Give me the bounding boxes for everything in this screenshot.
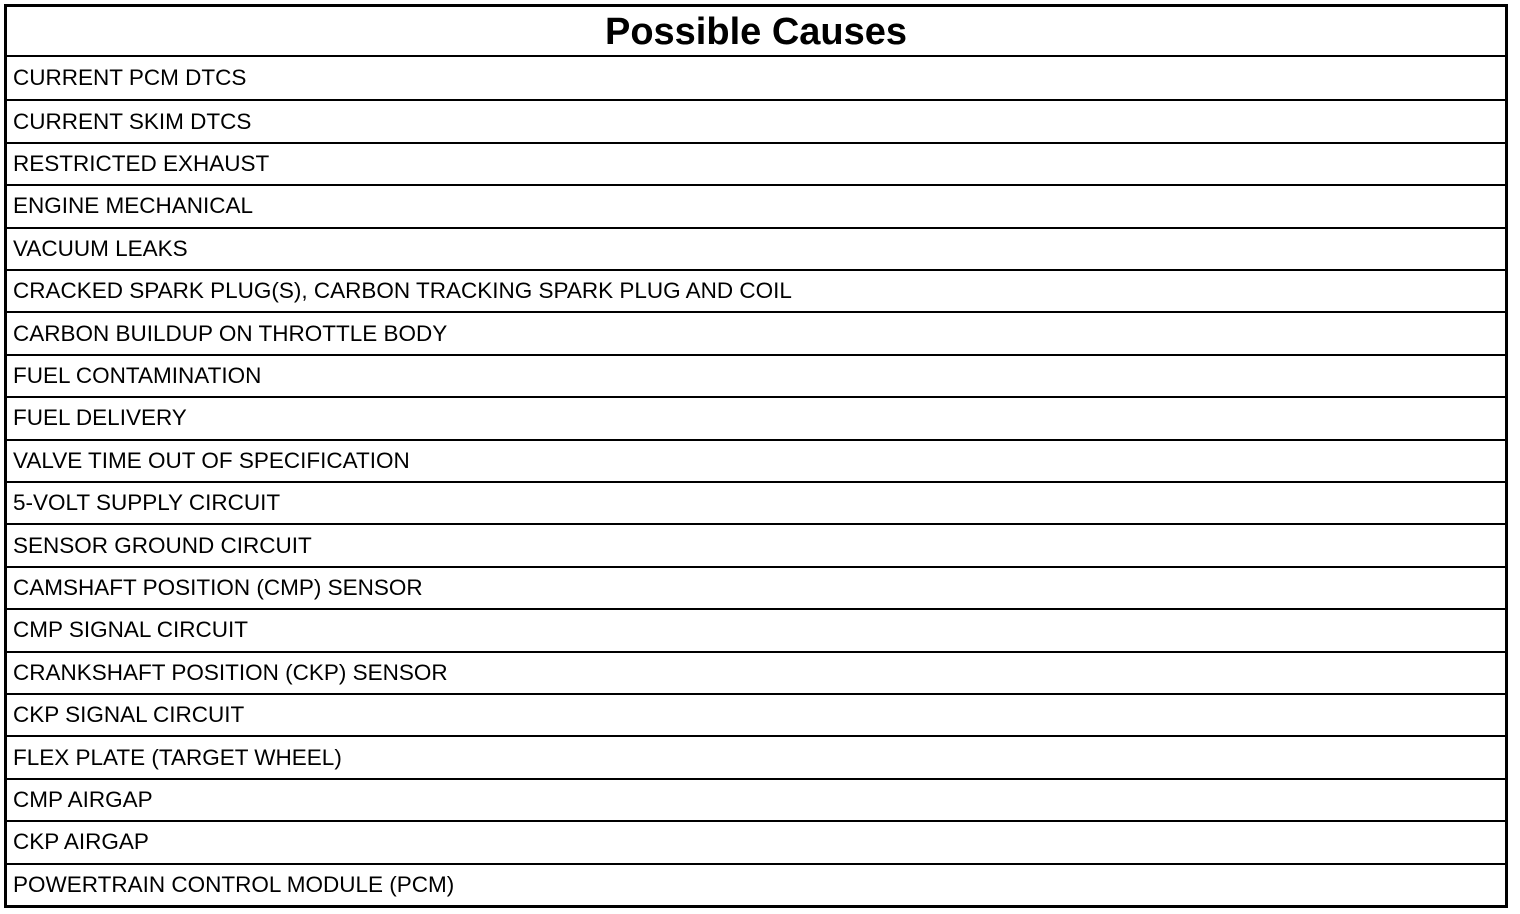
cause-text: FLEX PLATE (TARGET WHEEL) bbox=[13, 744, 342, 770]
table-body: CURRENT PCM DTCS CURRENT SKIM DTCS RESTRIC… bbox=[7, 57, 1505, 905]
cause-text: CAMSHAFT POSITION (CMP) SENSOR bbox=[13, 574, 423, 600]
cause-text: CURRENT PCM DTCS bbox=[13, 65, 247, 91]
table-row: RESTRICTED EXHAUST bbox=[7, 141, 1505, 184]
cause-text: ENGINE MECHANICAL bbox=[13, 193, 254, 219]
table-row: CRANKSHAFT POSITION (CKP) SENSOR bbox=[7, 650, 1505, 693]
cause-text: SENSOR GROUND CIRCUIT bbox=[13, 532, 312, 558]
table-row: CAMSHAFT POSITION (CMP) SENSOR bbox=[7, 565, 1505, 608]
possible-causes-table: Possible Causes CURRENT PCM DTCS CURRENT … bbox=[4, 4, 1508, 908]
cause-text: POWERTRAIN CONTROL MODULE (PCM) bbox=[13, 871, 455, 897]
table-row: CURRENT SKIM DTCS bbox=[7, 99, 1505, 141]
table-row: CRACKED SPARK PLUG(S), CARBON TRACKING S… bbox=[7, 269, 1505, 311]
table-row: CMP AIRGAP bbox=[7, 777, 1505, 820]
cause-text: CRANKSHAFT POSITION (CKP) SENSOR bbox=[13, 659, 448, 685]
cause-text: CRACKED SPARK PLUG(S), CARBON TRACKING S… bbox=[13, 278, 792, 304]
table-row: FUEL DELIVERY bbox=[7, 396, 1505, 438]
table-row: VALVE TIME OUT OF SPECIFICATION bbox=[7, 438, 1505, 481]
cause-text: CKP SIGNAL CIRCUIT bbox=[13, 702, 245, 728]
cause-text: CMP SIGNAL CIRCUIT bbox=[13, 617, 249, 643]
table-row: FUEL CONTAMINATION bbox=[7, 353, 1505, 396]
cause-text: CMP AIRGAP bbox=[13, 786, 153, 812]
cause-text: CKP AIRGAP bbox=[13, 829, 149, 855]
table-row: CARBON BUILDUP ON THROTTLE BODY bbox=[7, 311, 1505, 353]
cause-text: FUEL CONTAMINATION bbox=[13, 362, 262, 388]
cause-text: CURRENT SKIM DTCS bbox=[13, 108, 252, 134]
table-title: Possible Causes bbox=[604, 11, 908, 53]
cause-text: VALVE TIME OUT OF SPECIFICATION bbox=[13, 447, 410, 473]
table-row: ENGINE MECHANICAL bbox=[7, 184, 1505, 226]
table-row: POWERTRAIN CONTROL MODULE (PCM) bbox=[7, 862, 1505, 905]
table-row: 5-VOLT SUPPLY CIRCUIT bbox=[7, 481, 1505, 523]
cause-text: RESTRICTED EXHAUST bbox=[13, 150, 270, 176]
table-row: CKP SIGNAL CIRCUIT bbox=[7, 693, 1505, 735]
table-header: Possible Causes bbox=[7, 7, 1505, 57]
table-row: CMP SIGNAL CIRCUIT bbox=[7, 608, 1505, 650]
table-row: FLEX PLATE (TARGET WHEEL) bbox=[7, 735, 1505, 777]
table-row: SENSOR GROUND CIRCUIT bbox=[7, 523, 1505, 565]
cause-text: 5-VOLT SUPPLY CIRCUIT bbox=[13, 490, 281, 516]
table-row: VACUUM LEAKS bbox=[7, 226, 1505, 269]
cause-text: CARBON BUILDUP ON THROTTLE BODY bbox=[13, 320, 448, 346]
cause-text: VACUUM LEAKS bbox=[13, 235, 188, 261]
table-row: CURRENT PCM DTCS bbox=[7, 57, 1505, 99]
table-row: CKP AIRGAP bbox=[7, 820, 1505, 862]
cause-text: FUEL DELIVERY bbox=[13, 405, 187, 431]
